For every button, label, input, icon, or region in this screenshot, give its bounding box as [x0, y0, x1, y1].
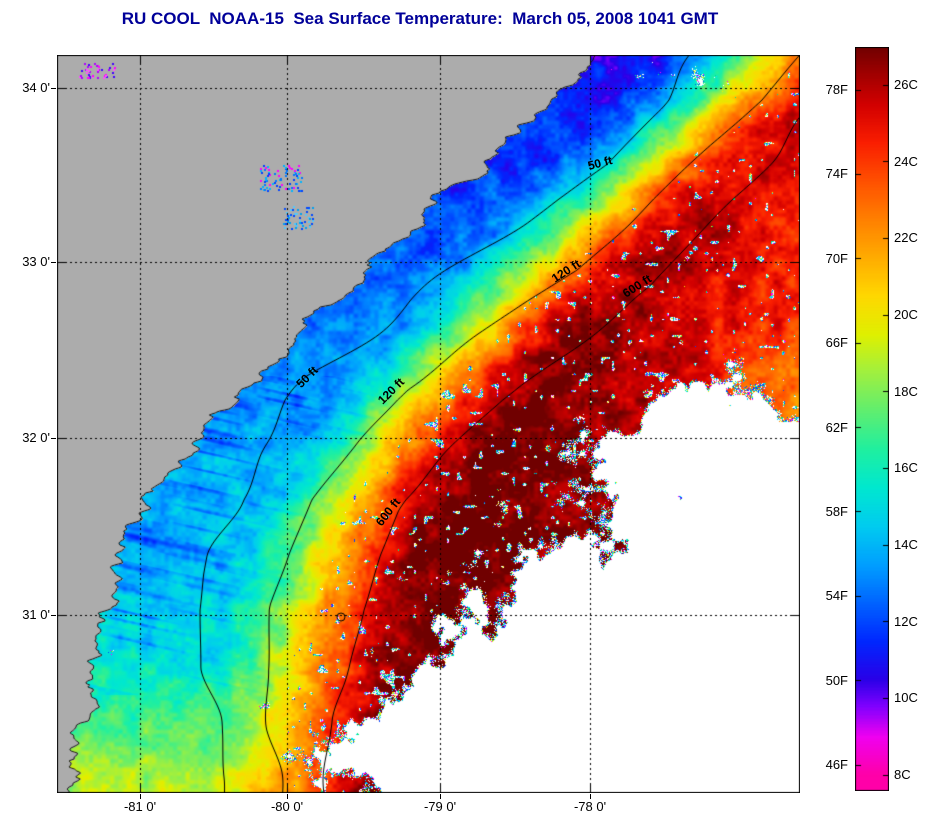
- colorbar-fahrenheit-label: 70F: [825, 250, 848, 266]
- sst-map-canvas: [57, 55, 800, 793]
- colorbar-fahrenheit-label: 58F: [825, 503, 848, 519]
- colorbar-fahrenheit-label: 62F: [825, 419, 848, 435]
- colorbar-celsius-label: 10C: [894, 690, 918, 706]
- colorbar-fahrenheit-label: 74F: [825, 166, 848, 182]
- y-axis-tick: [51, 615, 56, 616]
- colorbar-celsius-label: 18C: [894, 383, 918, 399]
- y-axis-tick: [51, 88, 56, 89]
- colorbar-fahrenheit-label: 78F: [825, 82, 848, 97]
- x-axis-tick: [590, 794, 591, 799]
- y-tick-label-31: 31 0': [22, 607, 50, 622]
- x-axis-tick: [440, 794, 441, 799]
- colorbar-celsius-label: 12C: [894, 613, 918, 629]
- y-tick-label-32: 32 0': [22, 430, 50, 445]
- colorbar-celsius-label: 16C: [894, 460, 918, 476]
- colorbar-fahrenheit-label: 46F: [825, 757, 848, 772]
- colorbar-canvas: [855, 47, 889, 791]
- colorbar-celsius-label: 14C: [894, 537, 918, 552]
- colorbar-celsius-label: 20C: [894, 307, 918, 322]
- y-tick-label-34: 34 0': [22, 80, 50, 95]
- x-tick-label-80: -80 0': [270, 799, 304, 814]
- colorbar-fahrenheit-label: 54F: [825, 588, 848, 604]
- y-axis-tick: [51, 438, 56, 439]
- sst-map-frame: 50 ft 120 ft 600 ft 50 ft 120 ft 600 ft: [57, 55, 800, 793]
- colorbar-fahrenheit-label: 66F: [825, 335, 848, 351]
- x-tick-label-79: -79 0': [423, 799, 457, 814]
- x-axis-tick: [287, 794, 288, 799]
- colorbar-celsius-label: 22C: [894, 230, 918, 246]
- colorbar-celsius-label: 26C: [894, 77, 918, 92]
- x-tick-label-78: -78 0': [573, 799, 607, 814]
- figure-title: RU COOL NOAA-15 Sea Surface Temperature:…: [121, 9, 719, 28]
- y-tick-label-33: 33 0': [22, 254, 50, 269]
- colorbar-celsius-label: 24C: [894, 153, 918, 169]
- x-axis-tick: [140, 794, 141, 799]
- colorbar-fahrenheit-label: 50F: [825, 672, 848, 688]
- y-axis-tick: [51, 262, 56, 263]
- x-tick-label-81: -81 0': [123, 799, 157, 814]
- colorbar-celsius-label: 8C: [894, 767, 911, 782]
